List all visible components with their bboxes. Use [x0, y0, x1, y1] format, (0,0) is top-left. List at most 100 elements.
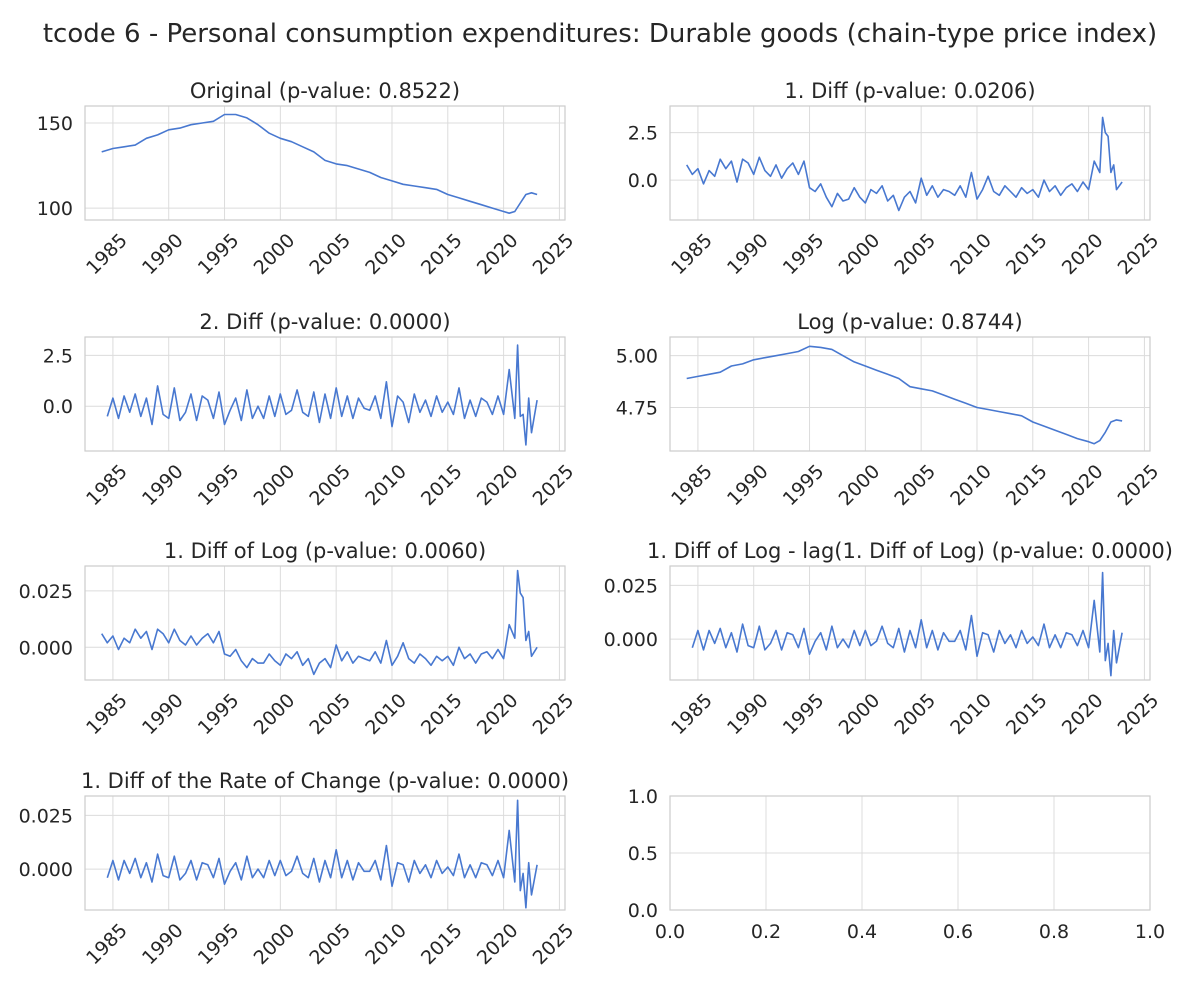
subplot-6: 1. Diff of Log - lag(1. Diff of Log) (p-…	[604, 539, 1173, 739]
subplot-8: 0.0 0.5 1.0 0.0 0.2 0.4 0.6 0.8 1.0	[628, 786, 1165, 943]
x-tick-label: 2010	[946, 460, 996, 510]
x-tick-label: 1985	[667, 460, 717, 510]
plot-frame	[84, 565, 566, 681]
x-tick-label: 1990	[138, 689, 188, 739]
x-tick-label: 2000	[250, 919, 300, 969]
x-tick-label: 2000	[250, 689, 300, 739]
y-tick-label: 0.000	[19, 637, 73, 659]
series-line	[106, 799, 538, 909]
x-tick-label: 1995	[194, 229, 244, 279]
plot-frame	[84, 795, 566, 911]
x-tick-label: 2025	[529, 689, 579, 739]
x-tick-label: 1990	[138, 229, 188, 279]
series-line	[691, 571, 1123, 677]
x-tick-label: 2025	[1114, 689, 1164, 739]
x-tick-label: 2025	[529, 460, 579, 510]
x-tick-label: 0.2	[751, 921, 781, 943]
x-tick-label: 2015	[1002, 460, 1052, 510]
subplot-title: Original (p-value: 0.8522)	[190, 79, 460, 103]
x-tick-label: 2010	[361, 229, 411, 279]
x-tick-label: 1985	[82, 460, 132, 510]
y-tick-label: 2.5	[43, 345, 73, 367]
x-tick-label: 2000	[250, 229, 300, 279]
x-tick-label: 2015	[417, 689, 467, 739]
x-tick-label: 2020	[473, 919, 523, 969]
y-tick-label: 0.000	[604, 629, 658, 651]
plot-frame	[84, 336, 566, 452]
x-tick-label: 1990	[723, 229, 773, 279]
y-tick-label: 150	[37, 113, 73, 135]
x-tick-label: 1995	[779, 460, 829, 510]
y-tick-label: 0.025	[19, 581, 73, 603]
x-tick-label: 1995	[194, 689, 244, 739]
plot-frame	[669, 336, 1151, 452]
y-tick-label: 2.5	[628, 123, 658, 145]
subplot-title: 1. Diff of the Rate of Change (p-value: …	[81, 769, 569, 793]
x-tick-label: 2015	[417, 460, 467, 510]
x-tick-label: 2020	[1058, 460, 1108, 510]
x-tick-label: 1985	[82, 919, 132, 969]
y-tick-label: 0.0	[628, 170, 658, 192]
series-line	[101, 569, 538, 676]
x-tick-label: 2005	[305, 689, 355, 739]
x-tick-label: 2025	[529, 919, 579, 969]
x-tick-label: 1985	[82, 689, 132, 739]
x-tick-label: 2015	[417, 229, 467, 279]
x-tick-label: 2010	[946, 229, 996, 279]
y-tick-label: 0.000	[19, 859, 73, 881]
x-tick-label: 2020	[1058, 229, 1108, 279]
subplot-3: 2. Diff (p-value: 0.0000) 0.0 2.5 1985 1990 1…	[43, 310, 579, 510]
series-line	[686, 116, 1123, 212]
figure-title: tcode 6 - Personal consumption expenditu…	[43, 19, 1157, 49]
x-tick-label: 1990	[138, 919, 188, 969]
x-tick-label: 2015	[417, 919, 467, 969]
x-tick-label: 0.4	[847, 921, 877, 943]
subplot-4: Log (p-value: 0.8744) 4.75 5.00 1985 1990 199…	[616, 310, 1164, 510]
x-tick-label: 0.8	[1039, 921, 1069, 943]
subplot-title: 1. Diff of Log - lag(1. Diff of Log) (p-…	[647, 539, 1173, 563]
x-tick-label: 2000	[835, 229, 885, 279]
x-tick-label: 2005	[890, 229, 940, 279]
x-tick-label: 2010	[361, 919, 411, 969]
y-tick-label: 0.0	[628, 900, 658, 922]
x-tick-label: 2005	[305, 919, 355, 969]
x-tick-label: 2020	[473, 229, 523, 279]
y-tick-label: 0.025	[19, 805, 73, 827]
x-tick-label: 2005	[305, 460, 355, 510]
x-tick-label: 2000	[250, 460, 300, 510]
series-line	[686, 345, 1123, 445]
y-tick-label: 4.75	[616, 397, 658, 419]
x-tick-label: 2020	[473, 689, 523, 739]
subplot-title: Log (p-value: 0.8744)	[797, 310, 1023, 334]
x-tick-label: 1990	[723, 460, 773, 510]
x-tick-label: 2020	[1058, 689, 1108, 739]
x-tick-label: 2025	[529, 229, 579, 279]
x-tick-label: 1.0	[1135, 921, 1165, 943]
x-tick-label: 0.6	[943, 921, 973, 943]
x-tick-label: 1995	[779, 689, 829, 739]
x-tick-label: 2005	[305, 229, 355, 279]
x-tick-label: 0.0	[655, 921, 685, 943]
x-tick-label: 1990	[723, 689, 773, 739]
x-tick-label: 2020	[473, 460, 523, 510]
x-tick-label: 2010	[946, 689, 996, 739]
x-tick-label: 1990	[138, 460, 188, 510]
x-tick-label: 2000	[835, 460, 885, 510]
subplot-7: 1. Diff of the Rate of Change (p-value: …	[19, 769, 579, 969]
subplot-title: 1. Diff (p-value: 0.0206)	[784, 79, 1035, 103]
x-tick-label: 2015	[1002, 689, 1052, 739]
series-line	[106, 344, 538, 446]
x-tick-label: 1985	[667, 689, 717, 739]
subplot-title: 2. Diff (p-value: 0.0000)	[199, 310, 450, 334]
x-tick-label: 2010	[361, 460, 411, 510]
y-tick-label: 0.0	[43, 396, 73, 418]
plot-frame	[669, 105, 1151, 221]
x-tick-label: 2005	[890, 689, 940, 739]
plot-frame	[669, 795, 1151, 911]
plot-frame	[84, 105, 566, 221]
subplot-5: 1. Diff of Log (p-value: 0.0060) 0.000 0.0…	[19, 539, 579, 739]
series-line	[101, 113, 538, 214]
y-tick-label: 5.00	[616, 346, 658, 368]
